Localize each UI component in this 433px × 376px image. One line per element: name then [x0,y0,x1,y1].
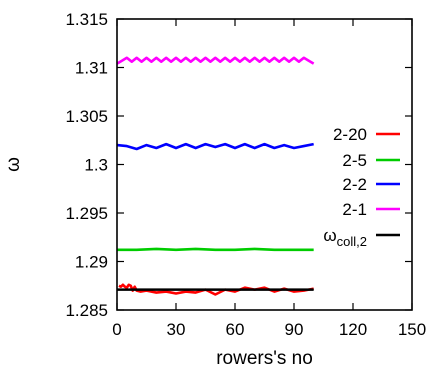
y-tick-label: 1.3 [84,156,108,175]
legend-entry-label: ωcoll,2 [323,226,367,249]
x-tick-label: 150 [398,320,426,339]
series-line-1 [117,247,314,252]
x-tick-label: 0 [112,320,121,339]
y-tick-label: 1.295 [65,204,108,223]
y-tick-label: 1.315 [65,10,108,29]
x-axis-ticks: 0 30 60 90 120 150 [112,19,426,339]
y-tick-label: 1.305 [65,107,108,126]
y-axis-label: ω [3,157,24,172]
legend-label-main: ω [323,226,336,245]
x-tick-label: 60 [226,320,245,339]
series-line-2 [116,142,314,151]
legend-entry-label: 2-20 [333,125,367,144]
legend-entry-label: 2-1 [342,200,367,219]
y-tick-label: 1.31 [75,59,108,78]
legend-entry-label: 2-2 [342,175,367,194]
x-tick-label: 30 [167,320,186,339]
x-tick-label: 90 [285,320,304,339]
plot-frame [116,18,413,311]
legend-label-sub: coll,2 [337,234,367,249]
x-tick-label: 120 [339,320,367,339]
legend-entry-label: 2-5 [342,151,367,170]
legend: 2-20 2-5 2-2 2-1 ωcoll,2 [323,125,400,249]
y-tick-label: 1.29 [75,253,108,272]
series-line-3 [116,56,315,65]
series-layer [116,56,315,296]
y-tick-label: 1.285 [65,301,108,320]
x-axis-label: rowers's no [216,348,313,369]
